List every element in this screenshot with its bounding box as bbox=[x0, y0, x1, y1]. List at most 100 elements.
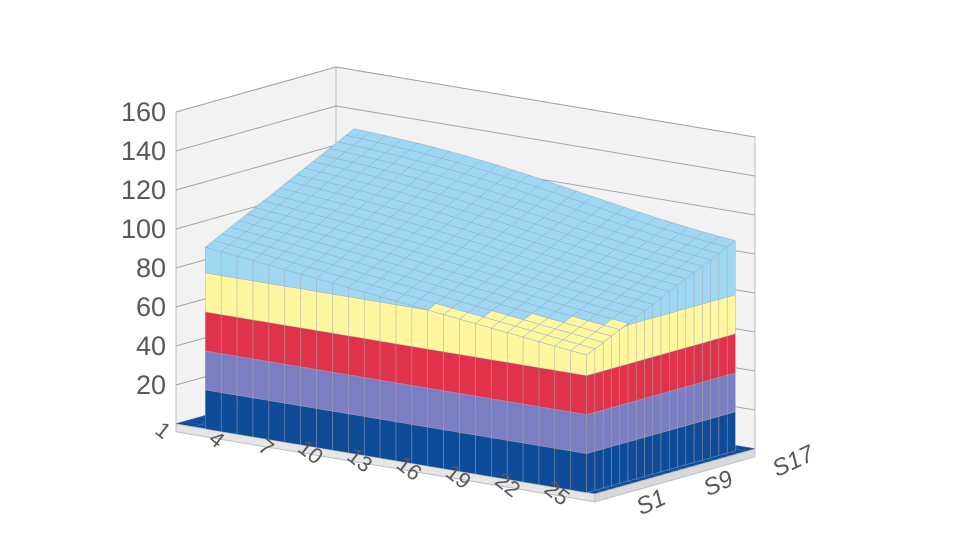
front-face-cell bbox=[379, 379, 397, 423]
side-face-cell bbox=[685, 306, 695, 348]
front-face-cell bbox=[570, 450, 587, 493]
floor-side-edge bbox=[594, 448, 756, 503]
front-face-cell bbox=[332, 293, 349, 337]
front-face-cell bbox=[491, 398, 508, 441]
front-face-cell bbox=[268, 322, 285, 365]
gridline bbox=[175, 66, 756, 138]
front-face-cell bbox=[570, 411, 587, 454]
side-face-cell bbox=[702, 418, 711, 461]
front-face-cell bbox=[284, 324, 301, 368]
front-face-cell bbox=[507, 401, 524, 444]
gridline bbox=[175, 105, 756, 177]
front-face-cell bbox=[570, 372, 587, 415]
side-face-cell bbox=[677, 347, 686, 390]
side-face-cell bbox=[603, 368, 612, 411]
series-tick-label: S17 bbox=[768, 439, 820, 482]
side-face-cell bbox=[693, 342, 703, 385]
side-face-cell bbox=[702, 301, 711, 344]
front-face-cell bbox=[443, 390, 460, 433]
front-face-cell bbox=[538, 406, 555, 449]
front-face-cell bbox=[252, 280, 270, 323]
side-face-cell bbox=[619, 363, 629, 406]
side-face-cell bbox=[710, 377, 720, 419]
top-surface-cell bbox=[570, 344, 596, 356]
front-face-cell bbox=[300, 288, 317, 331]
side-face-cell bbox=[644, 356, 653, 399]
front-face-cell bbox=[205, 350, 222, 393]
front-face-cell bbox=[348, 374, 365, 417]
side-face-cell bbox=[603, 446, 612, 489]
side-face-cell bbox=[636, 437, 645, 479]
z-tick-label: 160 bbox=[121, 97, 166, 127]
front-face-cell bbox=[522, 403, 540, 446]
front-face-cell bbox=[427, 426, 444, 469]
side-face-cell bbox=[644, 395, 653, 438]
side-face-cell bbox=[727, 240, 736, 298]
front-face-cell bbox=[332, 371, 349, 415]
front-face-cell bbox=[395, 382, 413, 425]
side-face-cell bbox=[652, 315, 662, 358]
z-tick-label: 100 bbox=[121, 214, 166, 244]
side-face-cell bbox=[702, 379, 711, 422]
side-face-cell bbox=[594, 448, 604, 491]
front-face-cell bbox=[522, 364, 540, 407]
surface-plot bbox=[204, 128, 736, 493]
side-face-cell bbox=[619, 402, 629, 445]
side-face-cell bbox=[685, 384, 695, 426]
front-face-cell bbox=[379, 340, 397, 384]
front-face-cell bbox=[364, 299, 381, 342]
front-face-cell bbox=[332, 332, 349, 376]
front-face-cell bbox=[284, 363, 301, 407]
front-face-cell bbox=[300, 327, 317, 370]
front-face-cell bbox=[459, 354, 476, 397]
side-face-cell bbox=[727, 294, 736, 337]
side-face-cell bbox=[718, 296, 728, 339]
side-face-cell bbox=[644, 317, 653, 360]
front-face-cell bbox=[284, 285, 301, 329]
front-face-cell bbox=[491, 359, 508, 402]
front-face-cell bbox=[538, 367, 555, 410]
side-face-cell bbox=[619, 441, 629, 484]
front-face-cell bbox=[236, 394, 254, 438]
front-face-cell bbox=[411, 307, 428, 350]
front-face-cell bbox=[348, 335, 365, 378]
side-face-cell bbox=[652, 393, 662, 436]
front-face-cell bbox=[252, 397, 270, 440]
z-tick-label: 140 bbox=[121, 136, 166, 166]
front-face-cell bbox=[427, 309, 444, 352]
side-face-cell bbox=[669, 388, 678, 431]
front-face-cell bbox=[284, 402, 301, 446]
side-face-cell bbox=[727, 333, 736, 376]
side-face-cell bbox=[611, 444, 620, 486]
front-face-cell bbox=[411, 385, 428, 428]
side-face-cell bbox=[685, 423, 695, 465]
side-face-cell bbox=[619, 324, 629, 367]
side-face-cell bbox=[677, 386, 686, 429]
side-face-cell bbox=[586, 412, 596, 454]
side-face-cell bbox=[669, 427, 678, 470]
side-face-cell bbox=[693, 381, 703, 424]
z-tick-label: 20 bbox=[136, 370, 166, 400]
front-face-cell bbox=[220, 275, 238, 318]
z-tick-label: 80 bbox=[136, 253, 166, 283]
side-face-cell bbox=[718, 374, 728, 417]
side-face-cell bbox=[693, 420, 703, 463]
side-face-cell bbox=[627, 361, 637, 404]
side-face-cell bbox=[660, 391, 670, 433]
front-face-cell bbox=[554, 370, 571, 413]
front-face-cell bbox=[379, 418, 397, 462]
side-face-cell bbox=[652, 432, 662, 475]
side-face-cell bbox=[652, 354, 662, 397]
side-face-cell bbox=[586, 451, 596, 493]
front-face-cell bbox=[427, 387, 444, 430]
front-face-cell bbox=[475, 356, 492, 399]
front-face-cell bbox=[507, 362, 524, 405]
side-face-cell bbox=[718, 246, 728, 300]
side-face-cell bbox=[693, 303, 703, 346]
side-face-cell bbox=[727, 372, 736, 415]
front-face-cell bbox=[348, 296, 365, 339]
side-face-cell bbox=[718, 335, 728, 378]
front-face-cell bbox=[459, 393, 476, 436]
side-face-cell bbox=[603, 407, 612, 450]
